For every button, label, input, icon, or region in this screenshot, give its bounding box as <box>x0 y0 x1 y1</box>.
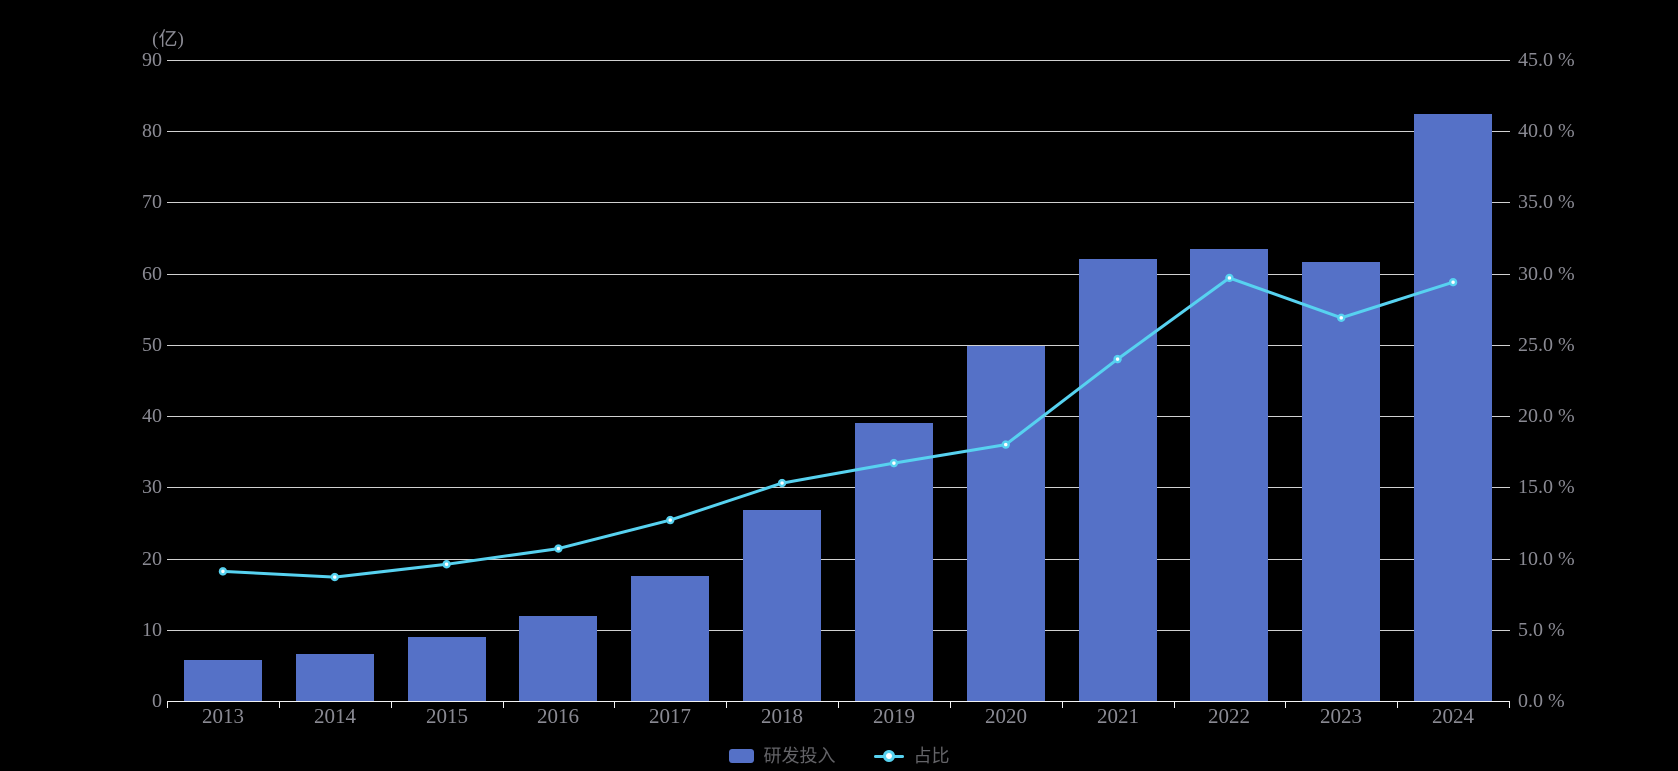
left-axis-tick-label: 60 <box>142 262 162 285</box>
right-axis-tick-label: 0.0 % <box>1518 690 1565 712</box>
gridline-y-60 <box>167 274 1510 275</box>
right-axis-tick-label: 40.0 % <box>1518 120 1575 143</box>
line-point-center-2019 <box>892 461 896 465</box>
left-axis-tick-label: 80 <box>142 120 162 143</box>
left-axis-tick-label: 0 <box>152 690 162 712</box>
left-axis-tick-label: 70 <box>142 191 162 214</box>
right-axis-tick-label: 20.0 % <box>1518 405 1575 428</box>
bar-2019[interactable] <box>855 423 933 701</box>
left-axis-tick-label: 40 <box>142 405 162 428</box>
x-axis-label-2021: 2021 <box>1097 704 1139 728</box>
line-series-marker-icon <box>873 749 904 763</box>
line-point-center-2013 <box>221 569 225 574</box>
left-axis-tick-label: 20 <box>142 547 162 570</box>
x-axis-tick <box>279 701 280 708</box>
right-axis-tick-label: 45.0 % <box>1518 49 1575 71</box>
line-path <box>222 276 1454 579</box>
bar-2021[interactable] <box>1079 259 1157 701</box>
bar-series-swatch-icon <box>728 749 754 763</box>
line-point-center-2017 <box>668 518 672 522</box>
left-axis-tick-label: 90 <box>142 49 162 71</box>
x-axis-tick <box>1397 701 1398 708</box>
right-axis-tick-label: 15.0 % <box>1518 476 1575 499</box>
bar-2014[interactable] <box>296 654 374 701</box>
x-axis-tick <box>1062 701 1063 708</box>
gridline-y-80 <box>167 131 1510 132</box>
right-axis-tick-label: 25.0 % <box>1518 333 1575 356</box>
x-axis-tick <box>614 701 615 708</box>
x-axis-label-2022: 2022 <box>1208 704 1250 728</box>
legend-item-bar-series[interactable]: 研发投入 <box>728 746 836 766</box>
x-axis-tick <box>1509 701 1510 708</box>
bar-2017[interactable] <box>631 576 709 701</box>
x-axis-label-2016: 2016 <box>537 704 579 728</box>
legend: 研发投入 占比 <box>0 742 1678 770</box>
gridline-y-10 <box>167 630 1510 631</box>
line-point-center-2015 <box>444 562 449 566</box>
bar-2015[interactable] <box>408 637 486 701</box>
right-axis-tick-label: 10.0 % <box>1518 547 1575 570</box>
x-axis-tick <box>1174 701 1175 708</box>
right-axis-tick-label: 35.0 % <box>1518 191 1575 214</box>
line-point-center-2018 <box>780 481 784 485</box>
percentage-line-series <box>218 273 1458 582</box>
gridline-y-30 <box>167 487 1510 488</box>
bar-2016[interactable] <box>519 616 597 701</box>
x-axis-label-2018: 2018 <box>761 704 803 728</box>
line-point-center-2016 <box>556 546 561 551</box>
bar-2022[interactable] <box>1190 249 1268 701</box>
x-axis-label-2014: 2014 <box>314 704 356 728</box>
bar-2020[interactable] <box>967 346 1045 701</box>
x-axis-tick <box>726 701 727 708</box>
x-axis-label-2017: 2017 <box>649 704 691 728</box>
bar-2018[interactable] <box>743 510 821 701</box>
line-point-center-2020 <box>1004 442 1008 447</box>
bar-2023[interactable] <box>1302 262 1380 701</box>
line-point-center-2021 <box>1115 357 1120 361</box>
x-axis-label-2020: 2020 <box>985 704 1027 728</box>
line-point-center-2023 <box>1339 316 1343 320</box>
x-axis-tick <box>167 701 168 708</box>
gridline-y-20 <box>167 559 1510 560</box>
right-axis-tick-label: 5.0 % <box>1518 618 1565 641</box>
left-axis-tick-label: 50 <box>142 333 162 356</box>
x-axis-tick <box>838 701 839 708</box>
x-axis-label-2024: 2024 <box>1432 704 1474 728</box>
gridline-y-70 <box>167 202 1510 203</box>
gridline-y-40 <box>167 416 1510 417</box>
left-axis-tick-label: 30 <box>142 476 162 499</box>
x-axis-label-2015: 2015 <box>426 704 468 728</box>
line-point-center-2024 <box>1451 280 1455 284</box>
x-axis-tick <box>391 701 392 708</box>
legend-line-label: 占比 <box>913 746 950 766</box>
left-axis-unit-label: (亿) <box>152 29 184 50</box>
bar-2024[interactable] <box>1414 114 1492 701</box>
x-axis-tick <box>503 701 504 708</box>
x-axis-label-2013: 2013 <box>202 704 244 728</box>
line-point-center-2022 <box>1227 276 1232 280</box>
legend-item-line-series[interactable]: 占比 <box>873 746 950 766</box>
x-axis-tick <box>1285 701 1286 708</box>
gridline-y-90 <box>167 60 1510 61</box>
right-axis-tick-label: 30.0 % <box>1518 262 1575 285</box>
x-axis-tick <box>950 701 951 708</box>
bar-2013[interactable] <box>184 660 262 701</box>
gridline-y-50 <box>167 345 1510 346</box>
left-axis-tick-label: 10 <box>142 618 162 641</box>
legend-bar-label: 研发投入 <box>763 746 836 766</box>
line-point-center-2014 <box>333 575 337 579</box>
x-axis-label-2019: 2019 <box>873 704 915 728</box>
x-axis-label-2023: 2023 <box>1320 704 1362 728</box>
